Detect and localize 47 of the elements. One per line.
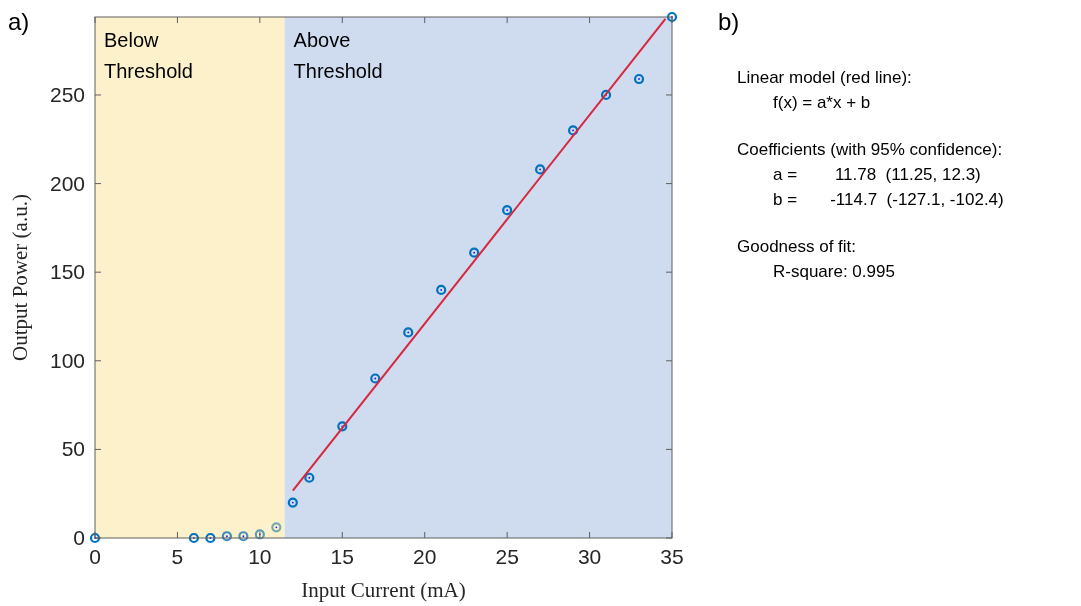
x-tick-label: 0 xyxy=(89,545,101,568)
x-tick-label: 5 xyxy=(171,545,184,568)
point xyxy=(221,531,232,542)
point xyxy=(205,532,216,544)
point xyxy=(436,284,447,295)
point xyxy=(287,497,298,508)
text: Goodness of fit: xyxy=(737,237,857,256)
y-tick-label: 0 xyxy=(73,526,85,549)
text: f(x) = a*x + b xyxy=(773,93,871,112)
point xyxy=(535,164,546,175)
point xyxy=(666,11,678,23)
y-tick-label: 250 xyxy=(49,82,85,106)
point xyxy=(254,529,265,540)
point xyxy=(337,421,348,432)
y-tick-label: 200 xyxy=(49,171,85,195)
point xyxy=(370,373,381,384)
y-axis-title: Output Power (a.u.) xyxy=(8,194,32,361)
y-tick-label: 50 xyxy=(61,437,85,461)
point xyxy=(188,532,200,544)
band-label: Below Threshold xyxy=(104,29,193,82)
point xyxy=(567,125,579,136)
point xyxy=(502,205,513,216)
point xyxy=(403,327,414,338)
x-tick-label: 25 xyxy=(495,545,519,568)
text: b) xyxy=(718,8,740,35)
text: b = -114.7 (-127.1, -102.4) xyxy=(773,190,1004,209)
y-tick-label: 150 xyxy=(49,260,85,284)
point xyxy=(469,247,480,258)
text: Coefficients (with 95% confidence): xyxy=(737,140,1003,159)
point xyxy=(89,532,101,544)
text: R-square: 0.995 xyxy=(773,262,895,281)
point xyxy=(600,89,612,101)
point xyxy=(238,531,249,542)
chart-title: a) xyxy=(8,8,30,35)
text: a = 11.78 (11.25, 12.3) xyxy=(773,165,981,184)
x-tick-label: 15 xyxy=(330,545,354,568)
y-tick-label: 100 xyxy=(49,348,85,372)
x-tick-label: 35 xyxy=(660,545,684,568)
x-tick-label: 30 xyxy=(577,545,602,568)
x-tick-label: 10 xyxy=(248,545,272,568)
x-axis-title: Input Current (mA) xyxy=(301,578,466,602)
x-tick-label: 20 xyxy=(413,545,437,568)
point xyxy=(633,73,645,85)
point xyxy=(304,472,315,483)
point xyxy=(271,522,282,533)
text: Linear model (red line): xyxy=(737,68,912,87)
band-label: Above Threshold xyxy=(293,29,383,82)
